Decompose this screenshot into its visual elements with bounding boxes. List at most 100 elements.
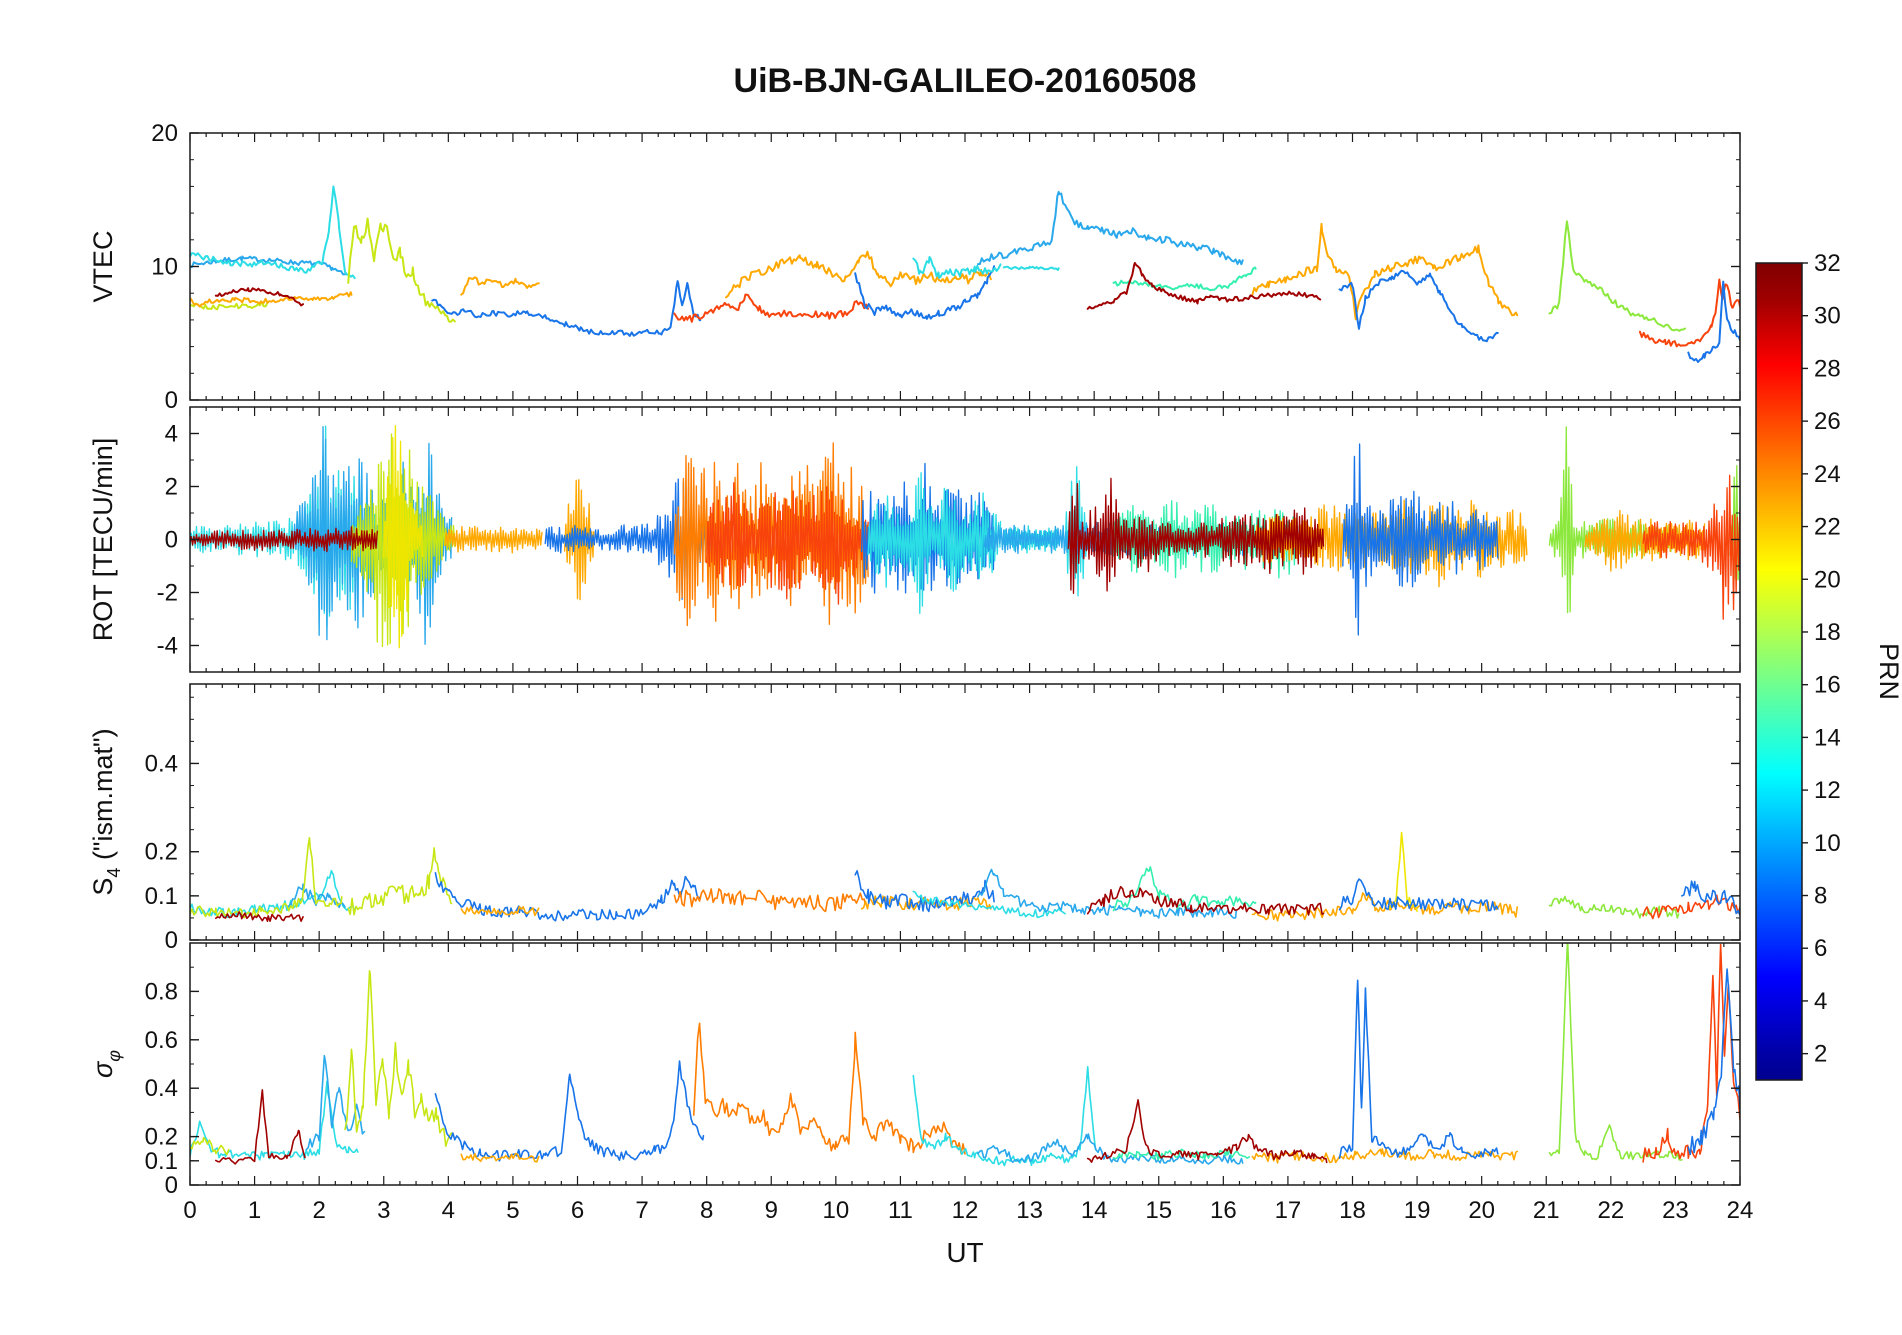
x-tick-label: 16 [1210, 1197, 1237, 1224]
panel-sigma-phi: 00.10.2 0.4 0.6 0.8 σφ [88, 942, 1741, 1199]
series-prn-24 [692, 1022, 966, 1155]
series-prn-14 [1112, 1148, 1250, 1161]
series-prn-19 [350, 433, 456, 648]
colorbar-tick-label: 10 [1814, 830, 1841, 857]
x-tick-label: 21 [1533, 1197, 1560, 1224]
y-tick-label: 4 [165, 421, 178, 448]
y-tick-label: 0.6 [145, 1027, 178, 1054]
colorbar-tick-label: 16 [1814, 672, 1841, 699]
x-tick-label: 22 [1597, 1197, 1624, 1224]
y-axis-label-sigma-phi: σφ [88, 1050, 124, 1078]
colorbar-tick-label: 30 [1814, 303, 1841, 330]
y-tick-label: 0 [165, 527, 178, 554]
series-prn-22 [725, 250, 992, 299]
colorbar-tick-label: 26 [1814, 408, 1841, 435]
series-prn-19 [347, 217, 456, 323]
x-tick-label: 12 [952, 1197, 979, 1224]
panel-vtec: 0 10 20 VTEC [88, 120, 1741, 414]
y-axis-label-rot: ROT [TECU/min] [88, 438, 118, 642]
series-group-sigma-phi [190, 943, 1740, 1167]
series-prn-26 [705, 482, 869, 605]
colorbar-tick-label: 22 [1814, 514, 1841, 541]
x-tick-label: 1 [248, 1197, 261, 1224]
y-tick-label: 0.4 [145, 1075, 178, 1102]
y-tick-label: 0.2 [145, 1124, 178, 1151]
series-prn-10 [977, 868, 1238, 919]
panel-s4: 0 0.1 0.2 0.4 S4 ("ism.mat") [88, 683, 1741, 954]
series-prn-8 [1338, 878, 1499, 912]
series-prn-19 [344, 970, 453, 1147]
x-tick-label: 6 [571, 1197, 584, 1224]
x-tick-label: 2 [312, 1197, 325, 1224]
series-prn-14 [1112, 266, 1257, 292]
y-tick-label: 0.1 [145, 1148, 178, 1175]
series-prn-12 [190, 185, 356, 280]
y-tick-label: -4 [157, 633, 178, 660]
y-tick-label: 0.1 [145, 883, 178, 910]
series-prn-31 [215, 1089, 306, 1165]
y-tick-label: 0 [165, 387, 178, 414]
colorbar-tick-label: 6 [1814, 935, 1827, 962]
x-tick-label: 11 [888, 1197, 913, 1224]
x-tick-label: 5 [506, 1197, 519, 1224]
colorbar-tick-label: 32 [1814, 250, 1841, 277]
x-tick-label: 9 [765, 1197, 778, 1224]
series-prn-31 [1086, 1099, 1328, 1164]
series-prn-17 [1548, 220, 1687, 332]
series-group-s4 [190, 831, 1740, 923]
series-prn-31 [215, 911, 304, 923]
series-prn-10 [976, 190, 1244, 266]
y-tick-label: 10 [151, 254, 178, 281]
series-prn-31 [1086, 262, 1322, 310]
series-prn-10 [305, 1054, 366, 1151]
x-tick-label: 17 [1275, 1197, 1302, 1224]
x-tick-label: 10 [822, 1197, 849, 1224]
series-prn-19 [190, 301, 269, 311]
series-prn-22 [460, 905, 540, 917]
x-tick-label: 0 [183, 1197, 196, 1224]
series-prn-12 [867, 472, 1002, 615]
y-tick-label: 20 [151, 120, 178, 147]
series-prn-12 [912, 256, 1002, 279]
series-prn-19 [190, 837, 343, 919]
series-prn-26 [673, 293, 870, 323]
x-tick-label: 24 [1727, 1197, 1754, 1224]
x-tick-label: 15 [1145, 1197, 1172, 1224]
y-tick-label: 0 [165, 1172, 178, 1199]
x-tick-label: 4 [442, 1197, 455, 1224]
colorbar-label: PRN [1874, 643, 1902, 700]
series-prn-8 [854, 265, 996, 320]
series-prn-26 [1642, 894, 1740, 920]
chart-title: UiB-BJN-GALILEO-20160508 [734, 62, 1197, 100]
series-prn-8 [1687, 968, 1740, 1156]
series-group-rot [190, 425, 1740, 649]
series-prn-22 [460, 276, 540, 296]
series-prn-8 [434, 1060, 705, 1162]
y-axis-label-vtec: VTEC [88, 230, 118, 302]
x-tick-label: 14 [1081, 1197, 1108, 1224]
colorbar-tick-label: 20 [1814, 566, 1841, 593]
series-prn-26 [1642, 474, 1740, 620]
series-prn-17 [1548, 943, 1683, 1161]
series-prn-19 [347, 847, 453, 916]
y-tick-label: 0 [165, 927, 178, 954]
series-prn-12 [912, 1065, 1097, 1167]
series-prn-24 [673, 442, 869, 627]
series-prn-31 [190, 526, 378, 553]
series-prn-31 [1086, 885, 1325, 916]
series-prn-8 [1338, 269, 1499, 343]
y-axis-label-s4: S4 ("ism.mat") [88, 728, 124, 895]
y-tick-label: 0.2 [145, 839, 178, 866]
colorbar-gradient [1756, 263, 1802, 1080]
series-prn-31 [214, 287, 305, 307]
series-prn-22 [444, 525, 543, 554]
series-prn-10 [286, 883, 346, 909]
series-prn-8 [434, 872, 702, 922]
x-tick-label: 8 [700, 1197, 713, 1224]
y-tick-label: 0.8 [145, 978, 178, 1005]
colorbar-tick-label: 28 [1814, 355, 1841, 382]
y-tick-label: -2 [157, 580, 178, 607]
series-prn-12 [912, 890, 1066, 919]
